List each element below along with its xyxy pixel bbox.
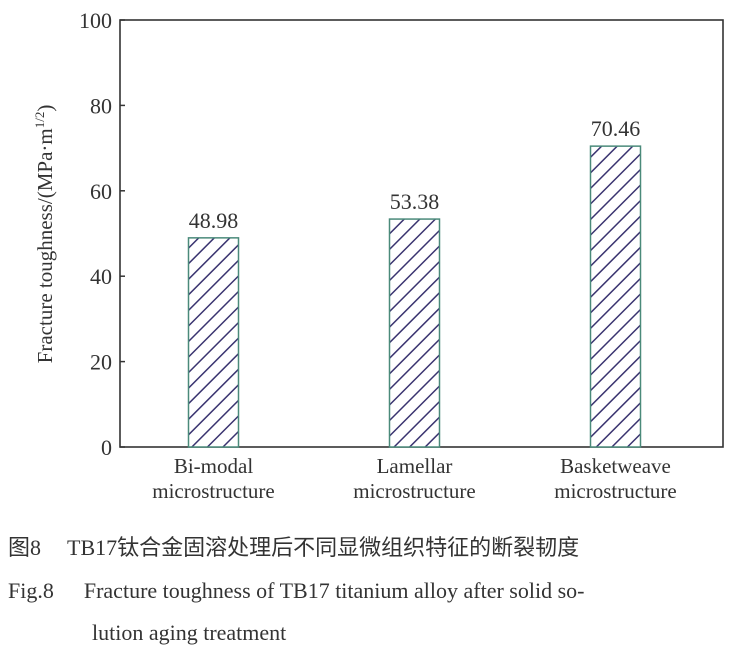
y-tick-label: 0 — [101, 435, 112, 460]
caption-cn-label: 图8 — [8, 535, 42, 560]
x-tick-label: Lamellar — [377, 454, 453, 478]
caption-en-line2: lution aging treatment — [92, 620, 287, 645]
caption-cn: 图8 TB17钛合金固溶处理后不同显微组织特征的断裂韧度 — [8, 530, 579, 562]
y-tick-label: 60 — [90, 179, 112, 204]
x-tick-label: microstructure — [554, 479, 676, 503]
data-label: 70.46 — [591, 116, 641, 141]
caption-en-label: Fig.8 — [8, 578, 54, 603]
caption-cn-text: TB17钛合金固溶处理后不同显微组织特征的断裂韧度 — [67, 535, 580, 560]
caption-en-text: Fracture toughness of TB17 titanium allo… — [83, 578, 585, 603]
x-tick-label: Basketweave — [560, 454, 671, 478]
y-tick-label: 40 — [90, 264, 112, 289]
bar — [187, 237, 240, 448]
x-tick-label: microstructure — [353, 479, 475, 503]
bar-chart: Fracture toughness/(MPa·m1/2) 0 20 40 60 80 1… — [32, 8, 724, 503]
y-tick-label: 80 — [90, 93, 112, 118]
caption-en-line1: Fig.8 Fracture toughness of TB17 titanium… — [8, 578, 584, 604]
bar — [388, 218, 441, 448]
y-axis-label: Fracture toughness/(MPa·m1/2) — [32, 105, 57, 364]
y-tick-label: 100 — [79, 8, 112, 33]
y-tick-label: 20 — [90, 350, 112, 375]
data-label: 53.38 — [390, 189, 440, 214]
bar — [589, 145, 642, 448]
x-tick-label: Bi-modal — [174, 454, 253, 478]
x-tick-label: microstructure — [152, 479, 274, 503]
data-label: 48.98 — [189, 208, 239, 233]
svg-text:Fracture toughness/(MPa·m1/2): Fracture toughness/(MPa·m1/2) — [32, 105, 57, 364]
